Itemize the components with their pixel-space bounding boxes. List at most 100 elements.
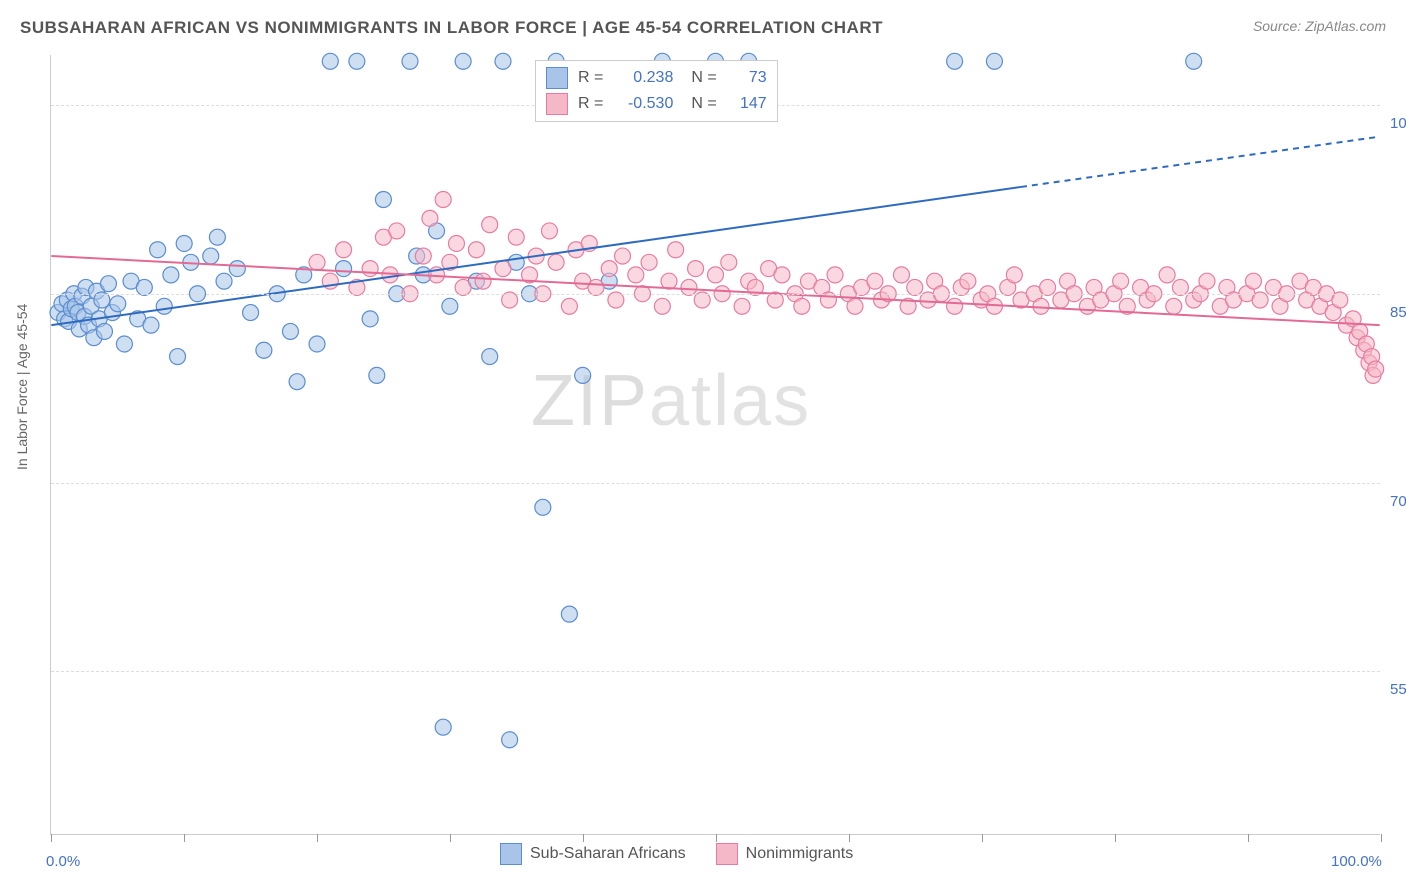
data-point [535,499,551,515]
data-point [176,235,192,251]
data-point [216,273,232,289]
gridline [51,671,1380,672]
x-tick [583,834,584,842]
data-point [289,374,305,390]
data-point [947,298,963,314]
data-point [502,732,518,748]
x-tick [1248,834,1249,842]
data-point [475,273,491,289]
data-point [907,279,923,295]
n-label: N = [691,69,716,87]
trend-line-extension [1021,137,1380,187]
data-point [369,367,385,383]
data-point [282,323,298,339]
data-point [774,267,790,283]
legend-item: Nonimmigrants [716,843,854,865]
data-point [615,248,631,264]
data-point [362,261,378,277]
y-tick-label: 55.0% [1390,681,1406,698]
legend-swatch [716,843,738,865]
data-point [116,336,132,352]
data-point [1245,273,1261,289]
data-point [867,273,883,289]
data-point [893,267,909,283]
data-point [986,53,1002,69]
data-point [847,298,863,314]
x-tick [716,834,717,842]
n-label: N = [691,95,716,113]
source-label: Source: ZipAtlas.com [1253,18,1386,34]
legend-stats-row: R =0.238N =73 [546,65,767,91]
legend-stats: R =0.238N =73R =-0.530N =147 [535,60,778,122]
data-point [588,279,604,295]
data-point [136,279,152,295]
data-point [309,336,325,352]
data-point [601,261,617,277]
data-point [654,298,670,314]
data-point [1368,361,1384,377]
data-point [1006,267,1022,283]
data-point [827,267,843,283]
data-point [541,223,557,239]
legend-swatch [546,93,568,115]
data-point [309,254,325,270]
data-point [575,367,591,383]
data-point [721,254,737,270]
data-point [482,349,498,365]
y-tick-label: 70.0% [1390,493,1406,510]
data-point [1040,279,1056,295]
data-point [362,311,378,327]
y-axis-title: In Labor Force | Age 45-54 [14,304,30,470]
plot-svg [51,55,1380,834]
x-tick [51,834,52,842]
data-point [156,298,172,314]
data-point [435,192,451,208]
data-point [422,210,438,226]
data-point [150,242,166,258]
legend-swatch [500,843,522,865]
gridline [51,294,1380,295]
data-point [561,606,577,622]
legend-swatch [546,67,568,89]
y-tick-label: 100.0% [1390,115,1406,132]
x-tick [1381,834,1382,842]
data-point [448,235,464,251]
correlation-chart: SUBSAHARAN AFRICAN VS NONIMMIGRANTS IN L… [0,0,1406,892]
x-tick-label: 100.0% [1331,853,1382,870]
data-point [110,296,126,312]
data-point [442,298,458,314]
chart-title: SUBSAHARAN AFRICAN VS NONIMMIGRANTS IN L… [20,18,883,38]
data-point [960,273,976,289]
data-point [548,254,564,270]
n-value: 73 [727,69,767,87]
data-point [435,719,451,735]
x-tick [184,834,185,842]
data-point [402,53,418,69]
x-tick [1115,834,1116,842]
data-point [688,261,704,277]
legend-stats-row: R =-0.530N =147 [546,91,767,117]
n-value: 147 [727,95,767,113]
legend-label: Sub-Saharan Africans [530,845,686,863]
data-point [947,53,963,69]
data-point [681,279,697,295]
gridline [51,483,1380,484]
data-point [468,242,484,258]
data-point [1166,298,1182,314]
r-value: -0.530 [613,95,673,113]
data-point [229,261,245,277]
data-point [349,53,365,69]
data-point [415,248,431,264]
data-point [100,276,116,292]
data-point [170,349,186,365]
x-tick [982,834,983,842]
data-point [336,242,352,258]
data-point [561,298,577,314]
data-point [243,305,259,321]
data-point [495,53,511,69]
data-point [455,279,471,295]
data-point [163,267,179,283]
data-point [495,261,511,277]
data-point [389,223,405,239]
data-point [708,267,724,283]
